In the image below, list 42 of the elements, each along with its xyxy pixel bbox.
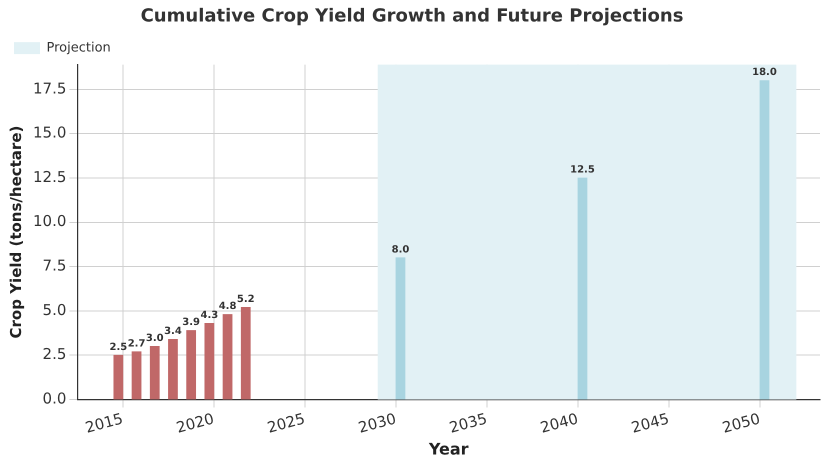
bar (240, 307, 251, 400)
x-tick-label: 2050 (720, 409, 762, 437)
bar (222, 314, 232, 400)
chart-title: Cumulative Crop Yield Growth and Future Projections (140, 5, 684, 26)
data-label: 4.3 (200, 310, 218, 321)
x-tick-label: 2015 (83, 409, 125, 437)
x-tick-label: 2040 (538, 409, 580, 437)
data-label: 2.7 (128, 338, 146, 350)
y-tick-label: 0.0 (42, 389, 66, 408)
y-tick-label: 15.0 (32, 124, 66, 142)
data-label: 12.5 (570, 164, 595, 176)
bar (578, 178, 588, 400)
data-label: 8.0 (392, 244, 410, 256)
bar (760, 80, 770, 400)
bar (132, 351, 142, 400)
x-tick-label: 2045 (629, 409, 671, 437)
data-label: 18.0 (752, 67, 777, 78)
data-label: 3.4 (164, 326, 182, 337)
bar (150, 346, 160, 400)
y-tick-label: 2.5 (42, 345, 66, 364)
bar (168, 338, 178, 400)
x-tick-label: 2025 (265, 409, 307, 437)
bar (186, 330, 196, 400)
data-label: 4.8 (218, 301, 236, 312)
data-label: 2.5 (109, 342, 128, 353)
data-label: 3.0 (146, 332, 164, 344)
legend-label: Projection (46, 40, 111, 56)
x-axis-title: Year (428, 440, 469, 459)
y-tick-label: 5.0 (42, 300, 66, 319)
x-tick-label: 2020 (174, 409, 216, 437)
x-tick-label: 2035 (447, 409, 489, 437)
y-axis-title: Crop Yield (tons/hectare) (6, 126, 25, 338)
y-tick-label: 7.5 (42, 256, 66, 275)
data-label: 3.9 (182, 317, 200, 328)
data-label: 5.2 (236, 294, 255, 305)
bar (204, 323, 214, 400)
x-tick-label: 2030 (356, 409, 398, 437)
bar (396, 257, 406, 400)
y-tick-label: 10.0 (32, 212, 66, 230)
bar (113, 354, 124, 400)
y-tick-label: 17.5 (32, 79, 66, 98)
y-tick-label: 12.5 (32, 168, 66, 186)
